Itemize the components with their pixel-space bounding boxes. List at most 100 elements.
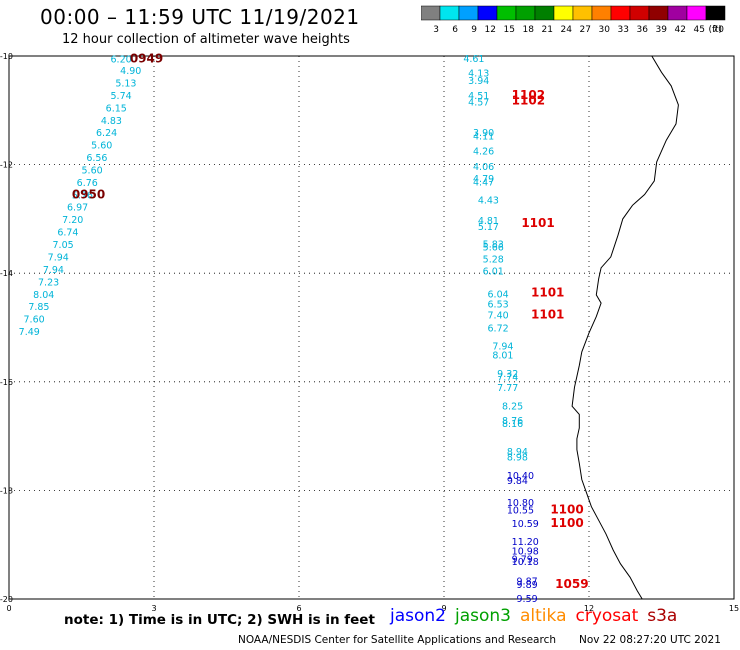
wave-height-value: 8.98	[507, 453, 528, 464]
wave-height-value: 4.47	[473, 177, 494, 188]
wave-height-value: 4.06	[473, 162, 494, 173]
wave-height-value: 10.98	[512, 547, 539, 558]
credit-text: NOAA/NESDIS Center for Satellite Applica…	[238, 634, 556, 646]
wave-height-value: 6.53	[488, 300, 509, 311]
legend-s3a: s3a	[647, 606, 678, 626]
pass-time-label: 0949	[130, 52, 163, 66]
wave-height-value: 8.01	[492, 351, 513, 362]
wave-height-value: 5.13	[115, 79, 136, 90]
pass-time-label: 1101	[521, 216, 554, 230]
pass-time-label: 1102	[512, 88, 545, 102]
colorbar-label: 3	[433, 25, 439, 35]
wave-height-value: 7.60	[24, 314, 45, 325]
wave-height-value: 6.15	[106, 104, 127, 115]
lat-tick-label: -12	[0, 161, 13, 170]
satellite-legend: jason2 jason3 altika cryosat s3a	[390, 606, 686, 626]
colorbar-label: 45	[694, 25, 705, 35]
map-subtitle: 12 hour collection of altimeter wave hei…	[62, 32, 350, 47]
legend-jason2: jason2	[390, 606, 446, 626]
pass-time-label: 1102	[512, 94, 545, 108]
wave-height-colorbar: 3 6 9 12 15 18 21 24 27 30 33 36 39 42 45 70(ft)	[421, 5, 726, 35]
pass-time-label: 1101	[531, 286, 564, 300]
wave-height-value: 10.80	[507, 498, 534, 509]
pass-time-label: 1100	[550, 516, 583, 530]
wave-height-value: 8.25	[502, 402, 523, 413]
wave-height-value: 4.81	[478, 216, 499, 227]
axis-ticks: 0 3 6 9 12 15 -10 -12 -14 -16 -18 -20	[0, 52, 739, 613]
wave-height-value: 6.24	[96, 128, 117, 139]
wave-height-value: 10.40	[507, 471, 534, 482]
colorbar-label: 6	[452, 25, 458, 35]
wave-height-value: 9.89	[517, 580, 538, 591]
generated-timestamp: Nov 22 08:27:20 UTC 2021	[579, 634, 721, 646]
wave-height-value: 4.43	[478, 195, 499, 206]
wave-height-value: 7.23	[38, 277, 59, 288]
wave-height-value: 7.40	[488, 310, 509, 321]
pass-time-label: 1059	[555, 577, 588, 591]
wave-height-value: 5.83	[483, 239, 504, 250]
lat-tick-label: -14	[0, 269, 13, 278]
pass-time-label: 1101	[531, 307, 564, 321]
colorbar-label: 15	[504, 25, 515, 35]
wave-height-value: 4.13	[468, 68, 489, 79]
colorbar-label: 70	[713, 25, 725, 35]
lon-tick-label: 6	[296, 604, 301, 613]
wave-height-value: 8.94	[507, 447, 528, 458]
colorbar-label: 42	[675, 25, 686, 35]
wave-height-value: 7.20	[62, 215, 83, 226]
map-title: 00:00 – 11:59 UTC 11/19/2021	[40, 5, 360, 29]
wave-height-value: 10.55	[507, 505, 534, 516]
wave-height-value: 4.57	[468, 98, 489, 109]
lon-tick-label: 15	[729, 604, 739, 613]
wave-height-value: 5.60	[82, 165, 103, 176]
lat-tick-label: -18	[0, 486, 13, 495]
colorbar-unit: (ft)	[708, 25, 722, 35]
lon-tick-label: 3	[151, 604, 156, 613]
wave-height-value: 3.90	[473, 128, 494, 139]
pass-time-label: 0950	[72, 187, 105, 201]
colorbar-label: 27	[580, 25, 591, 35]
wave-height-value: 4.11	[473, 131, 494, 142]
colorbar-label: 30	[599, 25, 611, 35]
lon-tick-label: 9	[441, 604, 446, 613]
wave-height-value: 6.72	[488, 324, 509, 335]
colorbar-label: 24	[561, 25, 573, 35]
pass-time-label: 1100	[550, 502, 583, 516]
colorbar-label: 18	[523, 25, 535, 35]
wave-height-value: 7.85	[28, 302, 49, 313]
wave-height-value: 10.18	[512, 557, 539, 568]
wave-height-value: 7.94	[43, 265, 64, 276]
wave-height-value: 5.28	[483, 255, 504, 266]
wave-height-value: 8.16	[502, 419, 523, 430]
wave-height-value: 4.51	[468, 91, 489, 102]
wave-height-value: 5.76	[72, 190, 93, 201]
wave-height-value: 4.26	[473, 146, 494, 157]
wave-height-value: 6.20	[111, 55, 132, 66]
lat-tick-label: -16	[0, 378, 13, 387]
wave-height-value: 9.87	[517, 577, 538, 588]
wave-height-value: 9.59	[517, 594, 538, 605]
wave-height-value: 7.74	[497, 372, 518, 383]
wave-height-value: 6.76	[77, 178, 98, 189]
wave-height-value: 8.76	[502, 416, 523, 427]
wave-height-value: 7.49	[19, 327, 40, 338]
colorbar-label: 9	[471, 25, 477, 35]
wave-height-value: 4.90	[120, 66, 141, 77]
wave-height-value: 6.74	[57, 227, 78, 238]
wave-height-value: 9.79	[512, 554, 533, 565]
wave-height-value: 11.20	[512, 537, 539, 548]
map-frame	[8, 55, 735, 600]
wave-height-value: 5.17	[478, 222, 499, 233]
lat-lon-grid	[8, 55, 735, 600]
wave-height-value: 5.74	[111, 91, 132, 102]
wave-height-value: 7.94	[492, 341, 513, 352]
colorbar-label: 21	[542, 25, 553, 35]
legend-altika: altika	[520, 606, 567, 626]
wave-height-value: 9.32	[497, 369, 518, 380]
colorbar-label: 33	[618, 25, 629, 35]
colorbar-label: 36	[637, 25, 649, 35]
colorbar-label: 39	[656, 25, 668, 35]
wave-height-value: 8.04	[33, 290, 54, 301]
wave-height-value: 6.04	[488, 289, 509, 300]
